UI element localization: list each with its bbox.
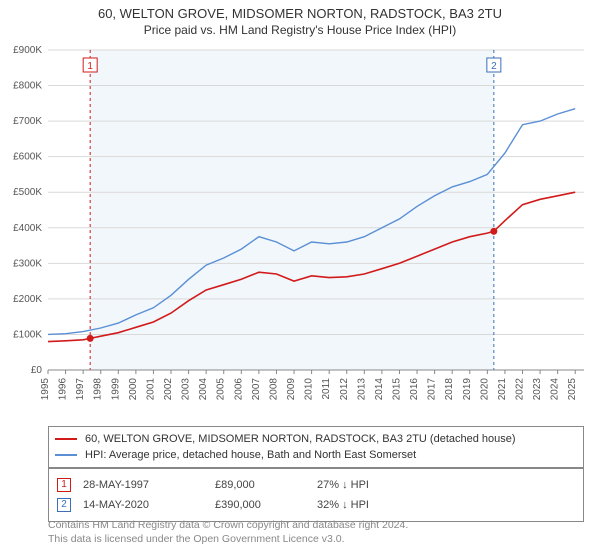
marker-price: £89,000 xyxy=(215,475,305,495)
svg-text:2006: 2006 xyxy=(233,378,244,401)
legend-label: HPI: Average price, detached house, Bath… xyxy=(85,447,416,463)
svg-text:1998: 1998 xyxy=(93,378,104,401)
svg-text:2000: 2000 xyxy=(128,378,139,401)
svg-text:£800K: £800K xyxy=(13,81,42,92)
svg-text:2005: 2005 xyxy=(216,378,227,401)
marker-table: 1 28-MAY-1997 £89,000 27% ↓ HPI 2 14-MAY… xyxy=(48,468,584,522)
svg-text:2016: 2016 xyxy=(409,378,420,401)
svg-text:£400K: £400K xyxy=(13,223,42,234)
chart-container: 60, WELTON GROVE, MIDSOMER NORTON, RADST… xyxy=(0,0,600,560)
svg-text:2012: 2012 xyxy=(339,378,350,401)
chart-area: £0£100K£200K£300K£400K£500K£600K£700K£80… xyxy=(48,46,584,406)
footer: Contains HM Land Registry data © Crown c… xyxy=(48,518,584,546)
svg-text:£700K: £700K xyxy=(13,116,42,127)
svg-text:2009: 2009 xyxy=(286,378,297,401)
svg-text:2: 2 xyxy=(491,61,497,72)
svg-text:£100K: £100K xyxy=(13,329,42,340)
svg-text:2002: 2002 xyxy=(163,378,174,401)
svg-text:1: 1 xyxy=(87,61,93,72)
marker-date: 28-MAY-1997 xyxy=(83,475,203,495)
svg-text:1999: 1999 xyxy=(110,378,121,401)
svg-text:2007: 2007 xyxy=(251,378,262,401)
chart-svg: £0£100K£200K£300K£400K£500K£600K£700K£80… xyxy=(48,46,584,406)
marker-date: 14-MAY-2020 xyxy=(83,495,203,515)
svg-text:2001: 2001 xyxy=(145,378,156,401)
svg-text:£900K: £900K xyxy=(13,45,42,56)
title-block: 60, WELTON GROVE, MIDSOMER NORTON, RADST… xyxy=(0,0,600,37)
marker-row: 1 28-MAY-1997 £89,000 27% ↓ HPI xyxy=(57,475,575,495)
chart-subtitle: Price paid vs. HM Land Registry's House … xyxy=(0,23,600,37)
svg-text:£600K: £600K xyxy=(13,152,42,163)
svg-text:2008: 2008 xyxy=(268,378,279,401)
svg-text:£200K: £200K xyxy=(13,294,42,305)
svg-text:2011: 2011 xyxy=(321,378,332,400)
marker-pct: 32% ↓ HPI xyxy=(317,495,427,515)
svg-text:2024: 2024 xyxy=(550,378,561,401)
svg-text:1997: 1997 xyxy=(75,378,86,401)
legend-item: HPI: Average price, detached house, Bath… xyxy=(55,447,577,463)
svg-text:1995: 1995 xyxy=(40,378,51,401)
legend-label: 60, WELTON GROVE, MIDSOMER NORTON, RADST… xyxy=(85,431,516,447)
svg-text:2017: 2017 xyxy=(427,378,438,401)
svg-text:2015: 2015 xyxy=(391,378,402,401)
marker-price: £390,000 xyxy=(215,495,305,515)
marker-row: 2 14-MAY-2020 £390,000 32% ↓ HPI xyxy=(57,495,575,515)
marker-pct: 27% ↓ HPI xyxy=(317,475,427,495)
legend: 60, WELTON GROVE, MIDSOMER NORTON, RADST… xyxy=(48,426,584,468)
svg-text:2020: 2020 xyxy=(479,378,490,401)
svg-text:£500K: £500K xyxy=(13,187,42,198)
svg-text:2018: 2018 xyxy=(444,378,455,401)
svg-text:2021: 2021 xyxy=(497,378,508,401)
svg-text:1996: 1996 xyxy=(58,378,69,401)
svg-text:2013: 2013 xyxy=(356,378,367,401)
footer-line: This data is licensed under the Open Gov… xyxy=(48,532,584,546)
legend-item: 60, WELTON GROVE, MIDSOMER NORTON, RADST… xyxy=(55,431,577,447)
svg-text:2025: 2025 xyxy=(567,378,578,401)
svg-text:2023: 2023 xyxy=(532,378,543,401)
svg-text:2019: 2019 xyxy=(462,378,473,401)
legend-swatch xyxy=(55,438,77,440)
marker-badge: 1 xyxy=(57,478,71,492)
svg-text:2022: 2022 xyxy=(514,378,525,401)
legend-swatch xyxy=(55,454,77,456)
svg-text:£300K: £300K xyxy=(13,258,42,269)
svg-text:£0: £0 xyxy=(31,365,43,376)
marker-badge: 2 xyxy=(57,498,71,512)
svg-text:2004: 2004 xyxy=(198,378,209,401)
svg-text:2014: 2014 xyxy=(374,378,385,401)
svg-text:2010: 2010 xyxy=(304,378,315,401)
svg-text:2003: 2003 xyxy=(181,378,192,401)
chart-title: 60, WELTON GROVE, MIDSOMER NORTON, RADST… xyxy=(0,6,600,21)
footer-line: Contains HM Land Registry data © Crown c… xyxy=(48,518,584,532)
